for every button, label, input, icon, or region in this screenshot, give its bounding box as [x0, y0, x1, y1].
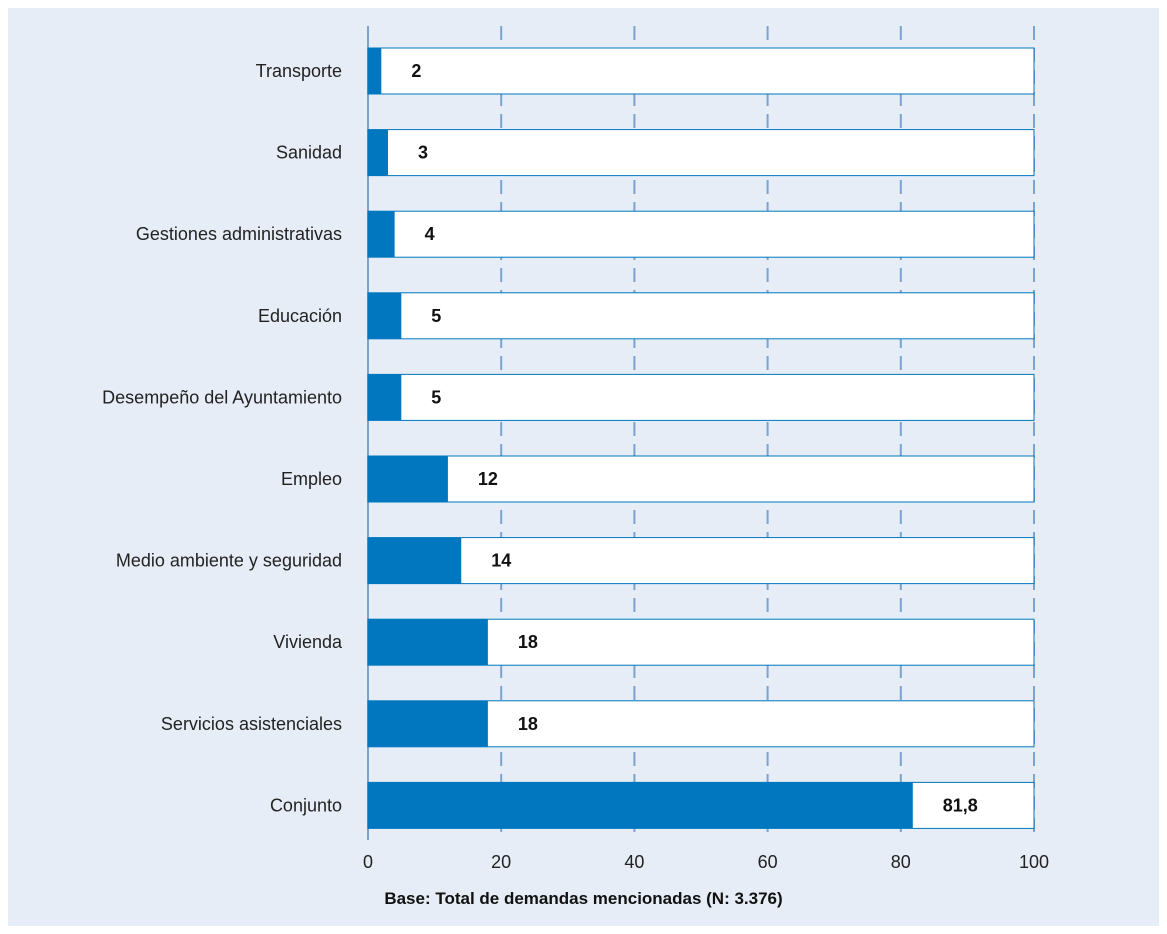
category-labels: 2 Transporte 3 Sanidad 4 Gestiones administra…: [102, 61, 978, 815]
bar-chart: 2 Transporte 3 Sanidad 4 Gestiones administra…: [102, 26, 1049, 872]
category-label: Servicios asistenciales: [161, 714, 342, 734]
category-label: Empleo: [281, 469, 342, 489]
category-label: Desempeño del Ayuntamiento: [102, 387, 342, 407]
bar: [368, 129, 388, 176]
category-label: Vivienda: [273, 632, 343, 652]
bar: [368, 374, 402, 421]
bar-remainder: [367, 292, 1035, 340]
bar: [368, 48, 382, 94]
category-label: Gestiones administrativas: [136, 224, 342, 244]
bar-remainder: [367, 537, 1035, 585]
data-label: 5: [431, 306, 441, 326]
x-tick-label: 60: [758, 852, 778, 872]
bar-remainder: [367, 210, 1035, 258]
data-label: 2: [411, 61, 421, 81]
x-tick-label: 0: [363, 852, 373, 872]
x-axis-ticks: 0 20 40 60 80 100: [363, 852, 1049, 872]
category-label: Transporte: [256, 61, 342, 81]
x-tick-label: 100: [1019, 852, 1049, 872]
data-label: 3: [418, 143, 428, 163]
bar-remainder: [367, 373, 1035, 421]
bar: [368, 456, 448, 502]
data-label: 81,8: [943, 795, 978, 815]
data-label: 12: [478, 469, 498, 489]
category-label: Conjunto: [270, 795, 342, 815]
data-label: 4: [425, 224, 435, 244]
bar-remainder: [367, 129, 1035, 177]
bar: [368, 619, 488, 666]
category-label: Sanidad: [276, 143, 342, 163]
data-label: 5: [431, 387, 441, 407]
x-tick-label: 20: [491, 852, 511, 872]
data-label: 18: [518, 632, 538, 652]
bar-remainder: [367, 47, 1035, 95]
bars: [367, 47, 1035, 829]
base-note: Base: Total de demandas mencionadas (N: …: [384, 889, 783, 908]
bar-remainder: [367, 455, 1035, 503]
bar: [368, 537, 462, 584]
bar: [368, 700, 488, 747]
bar: [368, 211, 395, 258]
data-label: 18: [518, 714, 538, 734]
bar: [368, 292, 402, 339]
data-label: 14: [491, 551, 511, 571]
x-tick-label: 40: [624, 852, 644, 872]
chart-panel: 2 Transporte 3 Sanidad 4 Gestiones administra…: [8, 8, 1159, 926]
category-label: Educación: [258, 306, 342, 326]
x-tick-label: 80: [891, 852, 911, 872]
bar: [368, 782, 913, 829]
category-label: Medio ambiente y seguridad: [116, 551, 342, 571]
